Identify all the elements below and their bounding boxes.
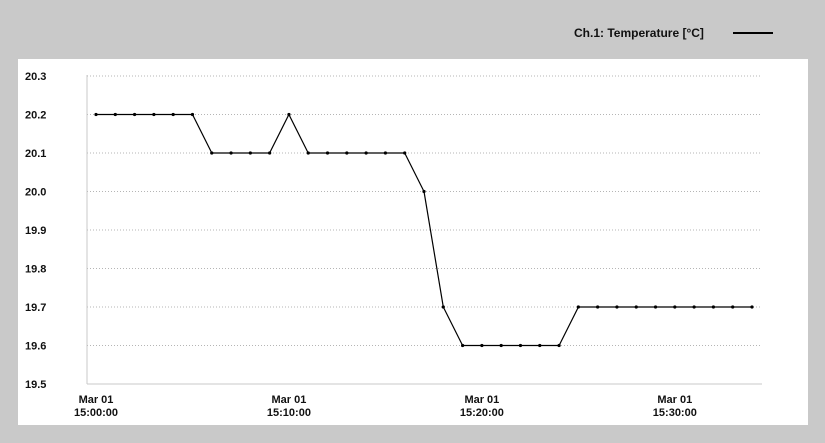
data-point — [248, 151, 252, 155]
x-tick-time: 15:30:00 — [653, 407, 697, 419]
data-point — [634, 305, 638, 309]
x-tick-time: 15:10:00 — [267, 407, 311, 419]
data-point — [750, 305, 754, 309]
data-point — [210, 151, 214, 155]
data-point — [673, 305, 677, 309]
legend: Ch.1: Temperature [°C] — [574, 26, 773, 40]
data-point — [596, 305, 600, 309]
axes — [86, 75, 762, 385]
data-point — [306, 151, 310, 155]
plot-area — [18, 59, 808, 425]
data-point — [441, 305, 445, 309]
data-point — [190, 112, 195, 117]
data-point — [268, 151, 272, 155]
series-layer — [94, 112, 754, 348]
data-point — [576, 305, 580, 309]
data-point — [287, 112, 291, 117]
data-point — [538, 343, 542, 348]
y-tick-label: 19.9 — [25, 225, 46, 237]
data-point — [171, 112, 175, 117]
y-tick-label: 20.0 — [25, 187, 46, 199]
data-point — [345, 151, 349, 155]
data-point — [653, 305, 658, 309]
y-tick-label: 19.7 — [25, 302, 46, 314]
y-tick-labels: 20.3 20.2 20.1 20.0 19.9 19.8 19.7 19.6 19.5 — [25, 71, 46, 391]
y-tick-label: 20.1 — [25, 148, 46, 160]
data-point — [94, 112, 98, 117]
data-point — [711, 305, 716, 309]
grid-lines — [87, 75, 762, 346]
legend-label: Ch.1: Temperature [°C] — [574, 26, 704, 40]
x-tick-date: Mar 01 — [657, 394, 692, 406]
data-point — [518, 343, 523, 348]
data-point — [615, 305, 619, 309]
y-tick-label: 20.3 — [25, 71, 46, 83]
data-point — [325, 151, 330, 155]
data-point — [557, 343, 561, 348]
data-point — [731, 305, 735, 309]
x-tick-date: Mar 01 — [272, 394, 307, 406]
y-tick-label: 19.6 — [25, 341, 46, 353]
y-tick-label: 19.5 — [25, 379, 46, 391]
data-point — [152, 112, 156, 117]
data-point — [229, 151, 233, 155]
data-point — [364, 151, 368, 155]
data-point — [403, 151, 407, 155]
legend-line-swatch — [732, 32, 773, 34]
data-point — [499, 343, 503, 348]
x-tick-time: 15:00:00 — [74, 407, 118, 419]
data-point — [113, 112, 117, 117]
data-point — [132, 112, 137, 117]
data-point — [480, 343, 484, 348]
y-tick-label: 20.2 — [25, 110, 46, 122]
data-point — [692, 305, 696, 309]
data-point — [460, 343, 465, 348]
x-tick-date: Mar 01 — [464, 394, 499, 406]
x-tick-time: 15:20:00 — [460, 407, 504, 419]
data-point — [422, 189, 426, 194]
y-tick-label: 19.8 — [25, 264, 46, 276]
data-point — [383, 151, 388, 155]
x-tick-date: Mar 01 — [79, 394, 114, 406]
